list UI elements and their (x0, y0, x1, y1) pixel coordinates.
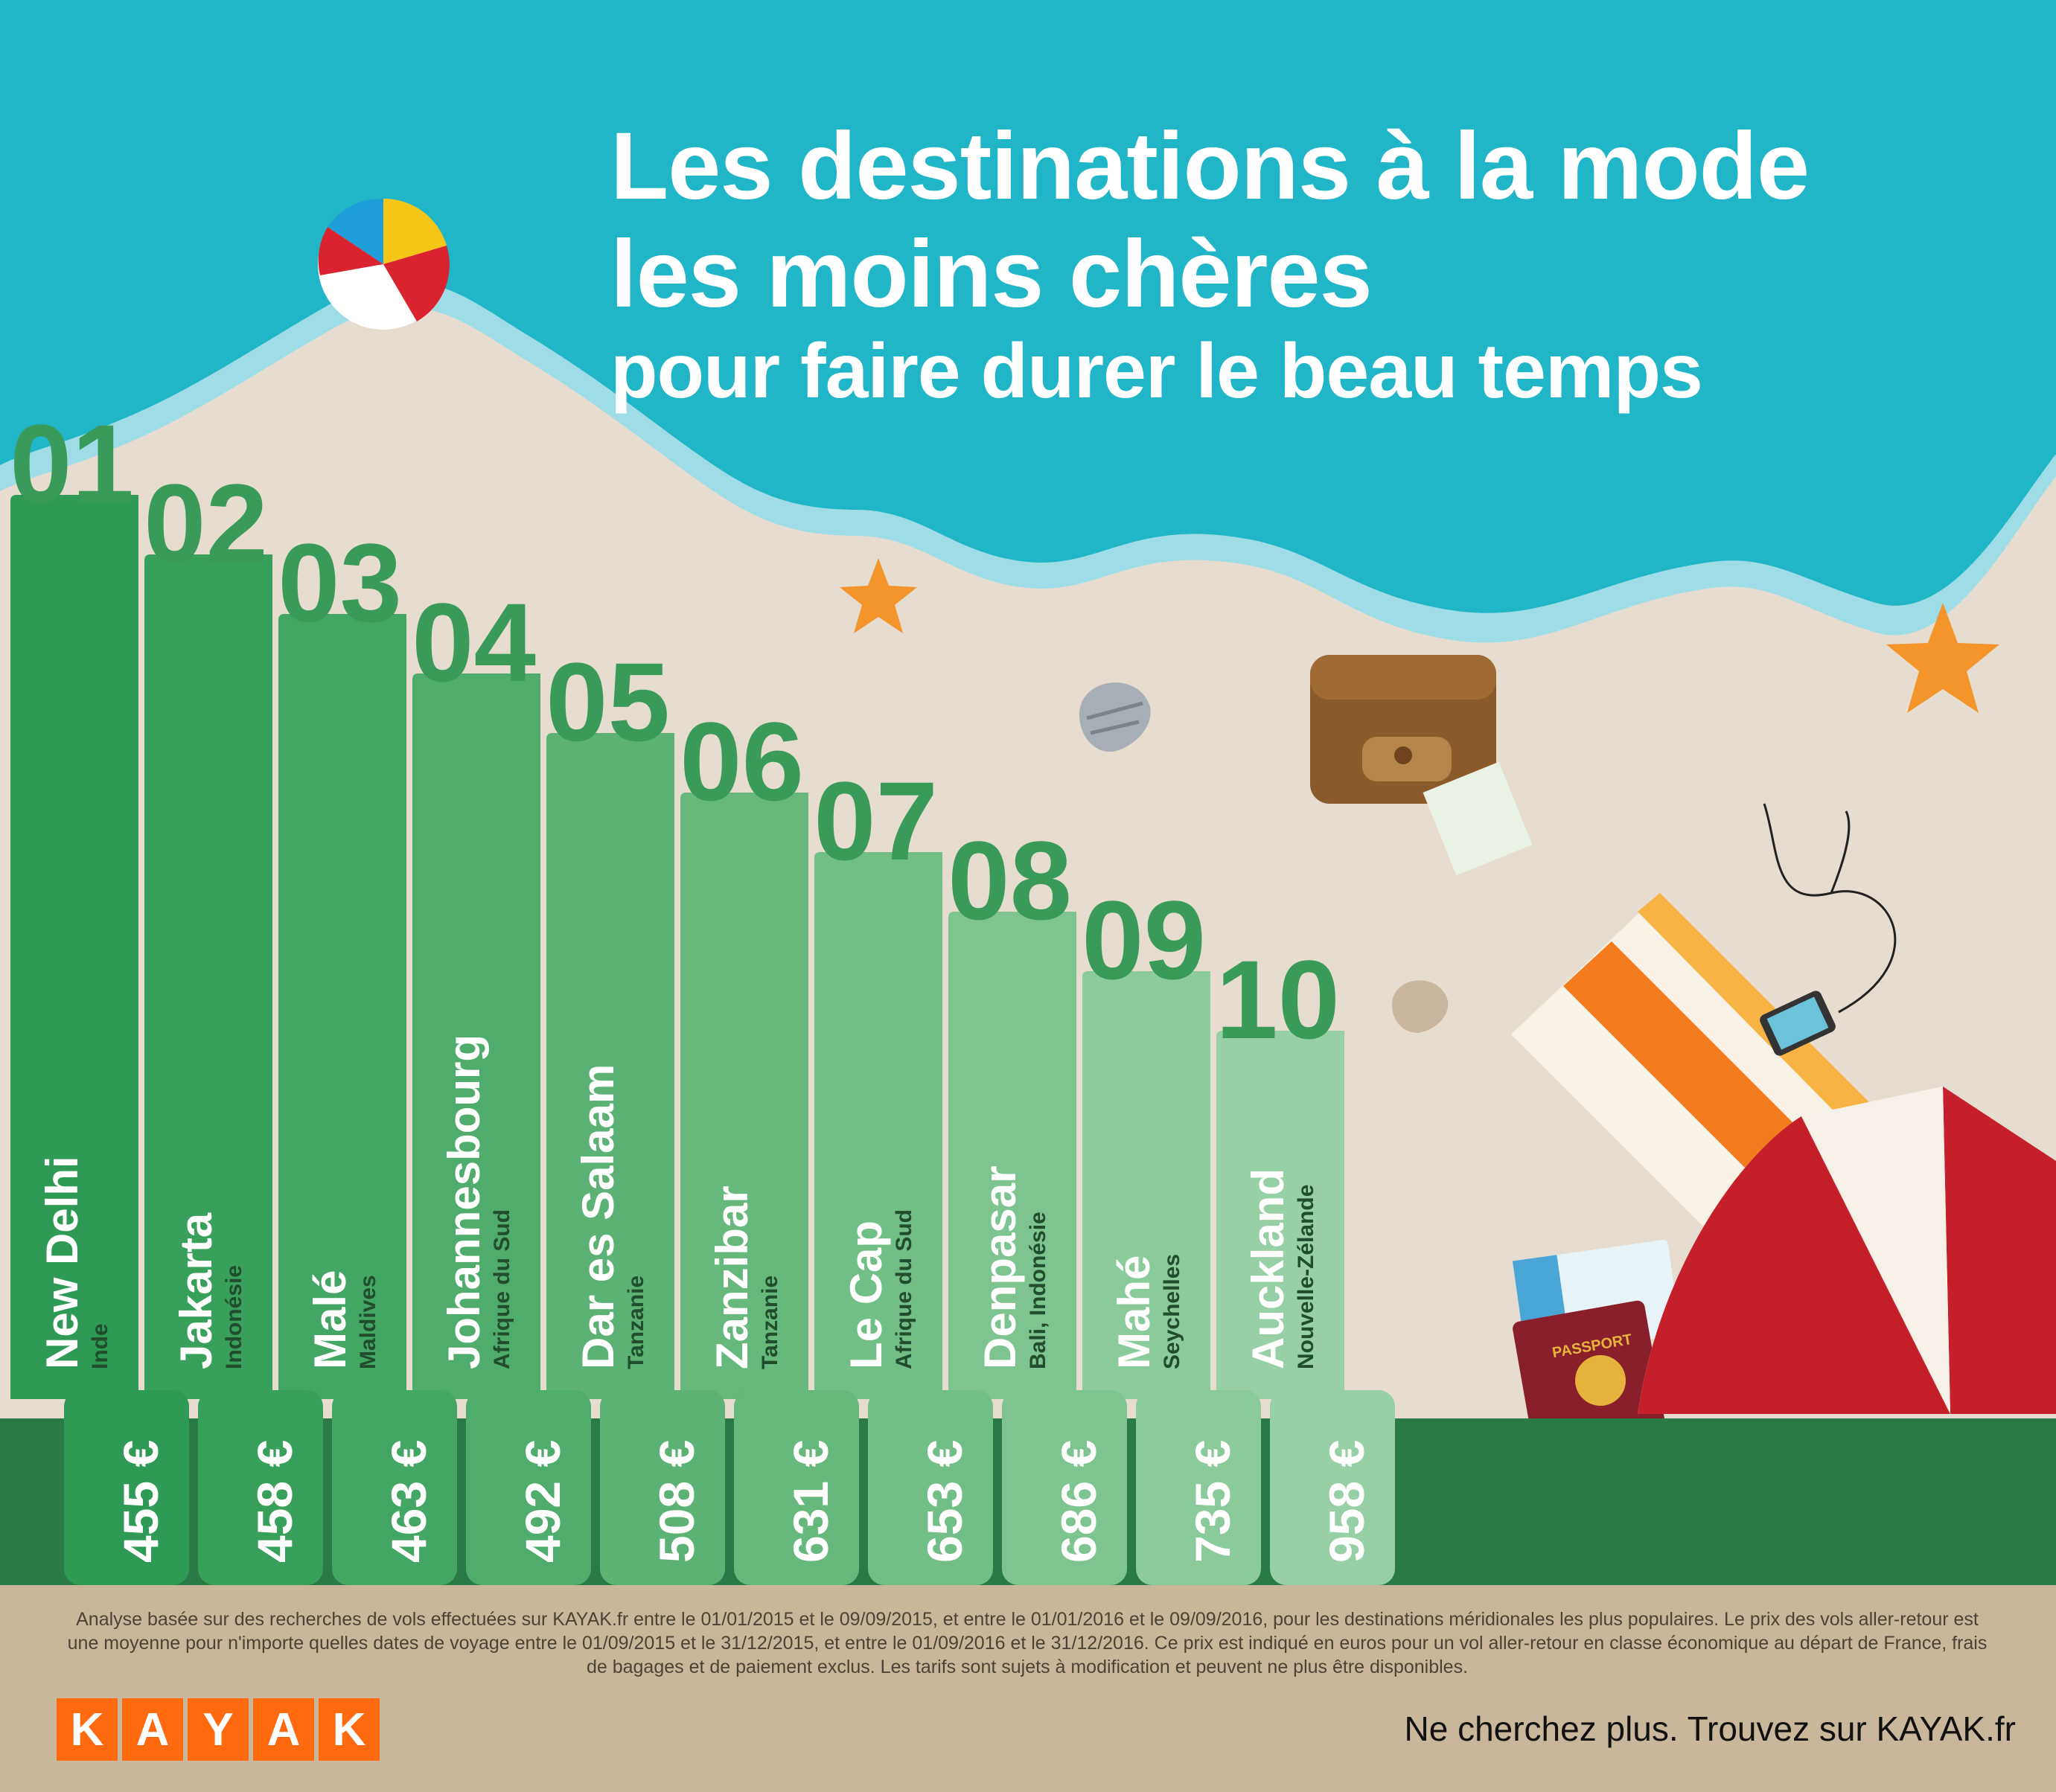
price-tab (734, 1390, 859, 1585)
price-tab (600, 1390, 725, 1585)
country-label: Inde (88, 1323, 112, 1369)
title-line-2: les moins chères (610, 221, 1373, 327)
country-label: Bali, Indonésie (1026, 1212, 1050, 1369)
bar-03 (278, 614, 406, 1399)
price-label: 508 € (649, 1440, 704, 1563)
bar-08 (948, 912, 1076, 1399)
country-label: Afrique du Sud (892, 1209, 916, 1369)
bar-06 (680, 793, 808, 1399)
price-label: 686 € (1051, 1440, 1106, 1563)
price-tab (198, 1390, 323, 1585)
rank-label: 01 (10, 401, 134, 526)
city-label: Le Cap (841, 1220, 891, 1369)
logo-letter: Y (188, 1698, 249, 1761)
city-label: New Delhi (37, 1156, 87, 1369)
small-shell-icon (1392, 980, 1449, 1033)
sea (0, 0, 2056, 613)
rank-label: 08 (948, 818, 1072, 943)
country-label: Indonésie (222, 1265, 246, 1369)
city-label: Mahé (1109, 1255, 1159, 1369)
country-label: Nouvelle-Zélande (1294, 1185, 1318, 1369)
price-label: 958 € (1319, 1440, 1374, 1563)
wallet-icon (1310, 655, 1533, 876)
price-tab (332, 1390, 457, 1585)
country-label: Afrique du Sud (490, 1209, 514, 1369)
country-label: Maldives (356, 1275, 380, 1369)
country-label: Tanzanie (624, 1276, 648, 1369)
price-label: 455 € (113, 1440, 168, 1563)
price-label: 458 € (247, 1440, 302, 1563)
bar-05 (546, 733, 674, 1399)
city-label: Jakarta (171, 1212, 221, 1369)
logo-letter: A (253, 1698, 314, 1761)
footnote: Analyse basée sur des recherches de vols… (67, 1609, 1988, 1677)
bar-10 (1216, 1031, 1344, 1399)
bar-01 (10, 495, 138, 1399)
price-tab (1270, 1390, 1395, 1585)
bar-02 (144, 554, 272, 1399)
price-label: 463 € (381, 1440, 436, 1563)
kayak-logo[interactable]: K A Y A K (57, 1698, 380, 1761)
country-label: Tanzanie (758, 1276, 782, 1369)
rank-label: 07 (814, 758, 938, 883)
logo-letter: A (122, 1698, 183, 1761)
price-tab (868, 1390, 993, 1585)
price-label: 653 € (917, 1440, 972, 1563)
city-label: Malé (305, 1270, 355, 1369)
logo-letter: K (57, 1698, 118, 1761)
rank-label: 04 (412, 580, 536, 705)
price-label: 735 € (1185, 1440, 1240, 1563)
rank-label: 03 (278, 520, 402, 645)
starfish-icon (840, 558, 917, 633)
earphones-icon (1763, 803, 1897, 1014)
rank-label: 02 (144, 461, 268, 586)
price-tab (64, 1390, 189, 1585)
price-tab (1136, 1390, 1261, 1585)
subtitle: pour faire durer le beau temps (610, 328, 1703, 415)
city-label: Dar es Salaam (573, 1064, 623, 1369)
title-line-1: Les destinations à la mode (610, 113, 1810, 220)
tagline[interactable]: Ne cherchez plus. Trouvez sur KAYAK.fr (1404, 1709, 2016, 1748)
country-label: Seychelles (1160, 1254, 1184, 1369)
rank-label: 05 (546, 639, 670, 764)
price-tab (1002, 1390, 1127, 1585)
price-tab (466, 1390, 591, 1585)
price-label: 492 € (515, 1440, 570, 1563)
logo-letter: K (319, 1698, 380, 1761)
starfish-icon (1886, 603, 1999, 713)
bars-layer: 10 Auckland Nouvelle-Zélande 09 Mahé Seychell… (10, 401, 1395, 1585)
beach-ball-icon (318, 198, 450, 330)
city-label: Zanzibar (707, 1185, 757, 1369)
rank-label: 06 (680, 699, 804, 824)
umbrella-icon (1638, 1087, 2056, 1414)
bar-04 (412, 673, 540, 1399)
city-label: Johannesbourg (439, 1034, 489, 1369)
grey-shell-icon (1079, 682, 1151, 752)
city-label: Denpasar (975, 1166, 1025, 1369)
phone-icon (1760, 991, 1836, 1056)
price-label: 631 € (783, 1440, 838, 1563)
rank-label: 09 (1082, 877, 1206, 1002)
rank-label: 10 (1216, 937, 1340, 1062)
city-label: Auckland (1243, 1168, 1293, 1369)
bar-07 (814, 852, 942, 1399)
bar-09 (1082, 971, 1210, 1399)
